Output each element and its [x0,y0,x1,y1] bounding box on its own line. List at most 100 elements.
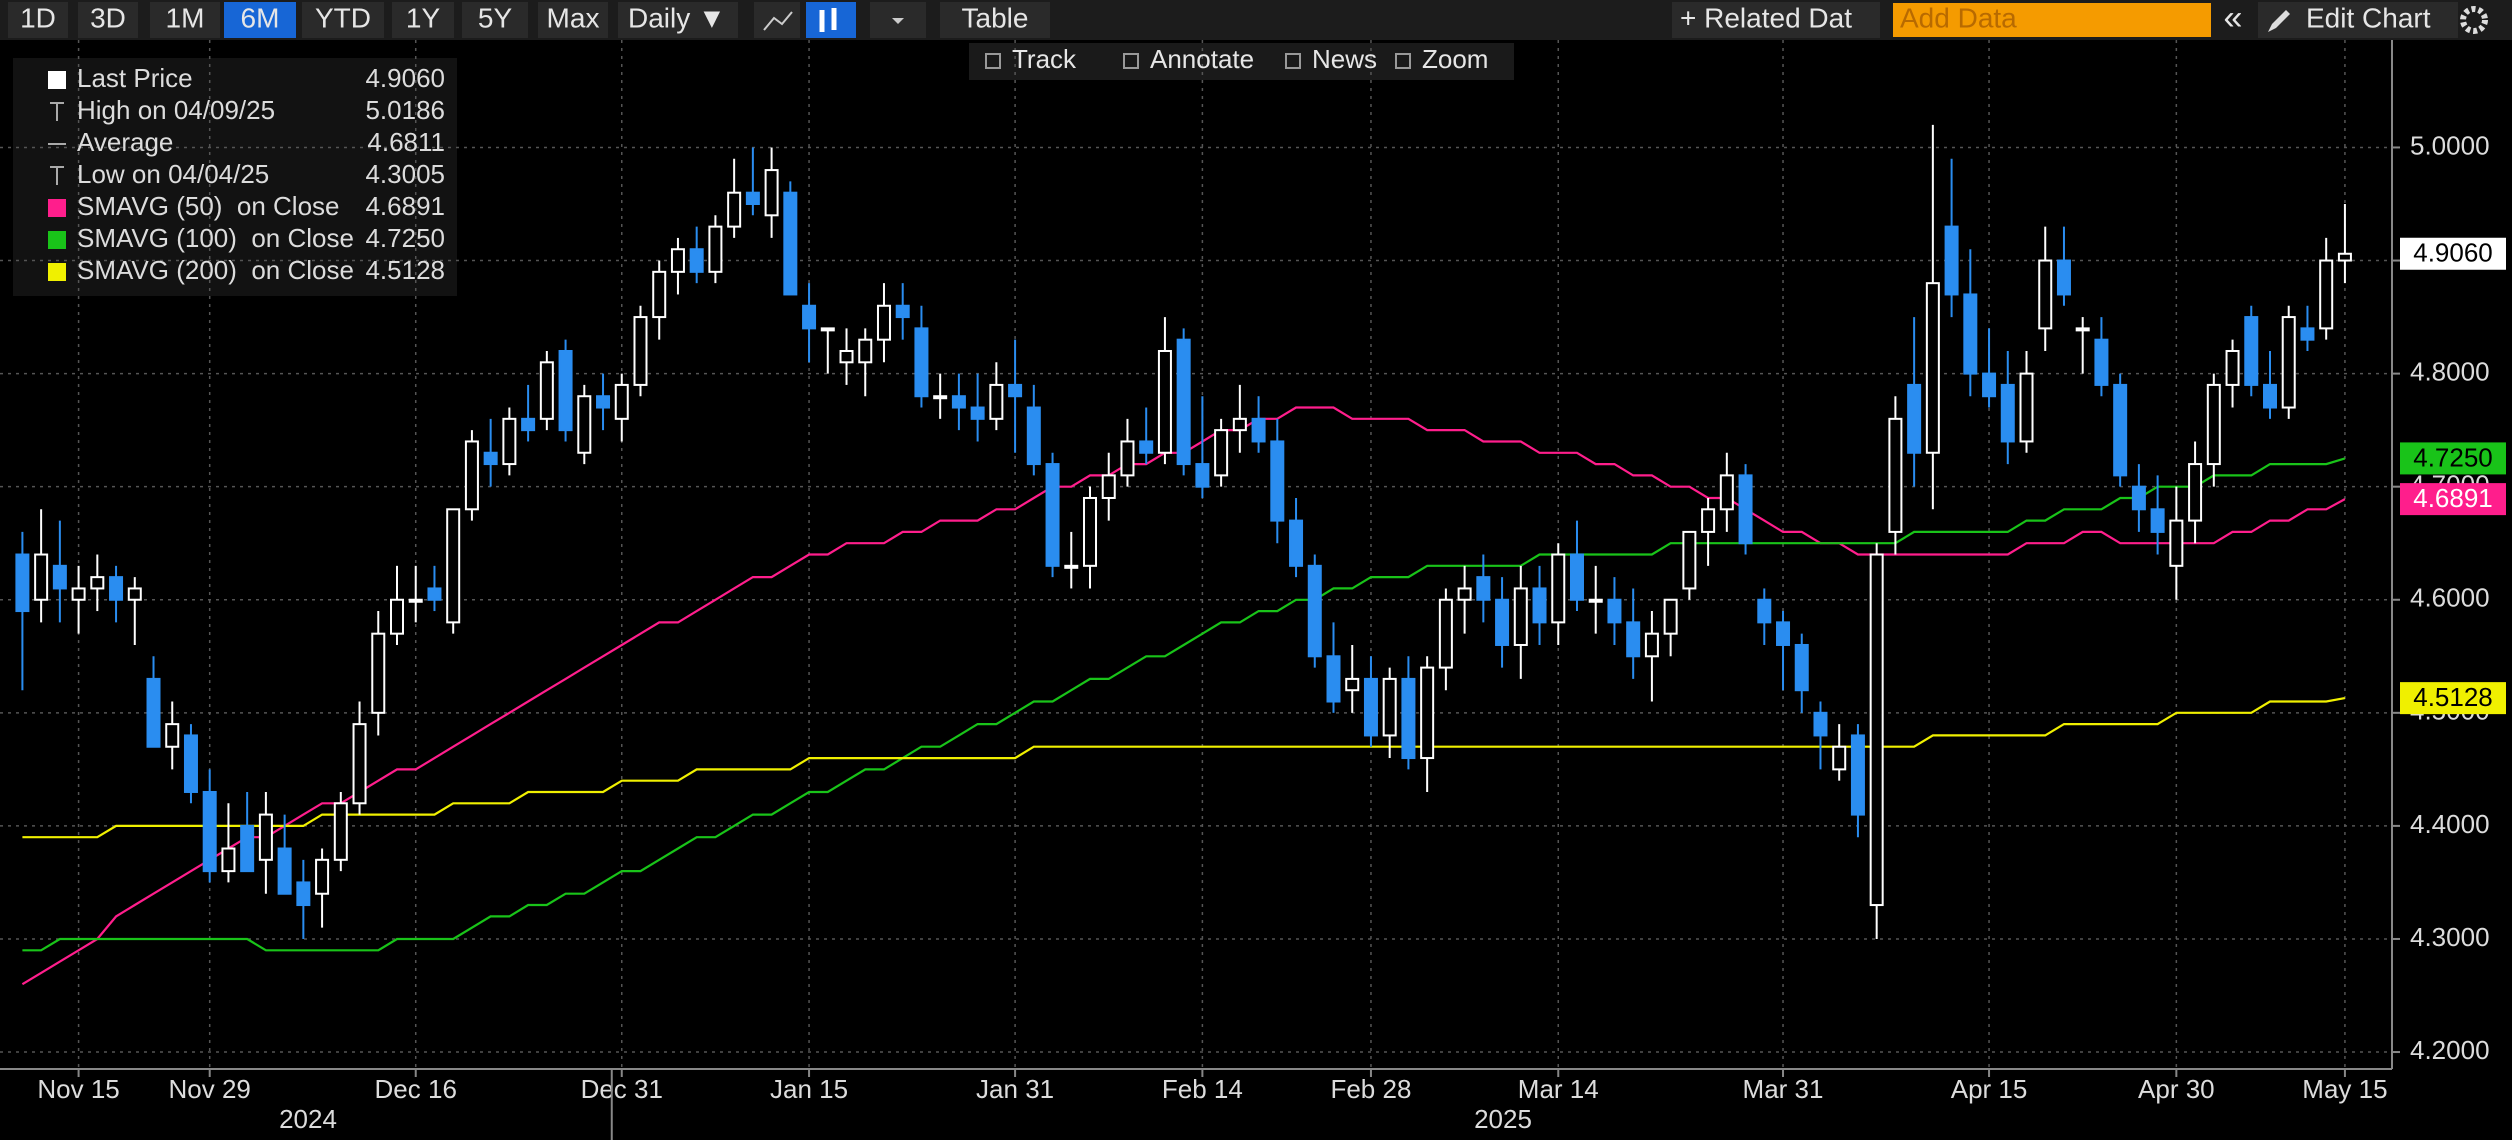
legend-label: Average [77,127,173,157]
legend-swatch [48,231,66,249]
candle-body [1495,598,1510,646]
range-button[interactable] [78,2,138,38]
candle-body [1476,576,1491,601]
frequency-label[interactable]: Daily ▼ [628,2,726,33]
edit-label[interactable]: Edit Chart [2306,2,2431,33]
range-button[interactable] [150,2,220,38]
candle-body [183,734,198,793]
candle-body [1794,643,1809,692]
candle-body [1307,564,1322,658]
candle-body [371,632,386,714]
candle-body [258,813,273,861]
candle-body [1438,598,1453,669]
candle-body [1195,463,1210,488]
candle-body [90,576,105,590]
x-tick-label: Feb 14 [1162,1074,1243,1104]
range-label[interactable]: 1D [20,2,56,33]
candle-body [1026,406,1041,466]
gear-icon[interactable] [2460,6,2488,34]
x-tick-label: Mar 14 [1518,1074,1599,1104]
legend-value: 4.3005 [365,159,445,189]
candle-body [1963,293,1978,375]
candle-body [895,304,910,319]
candle-body [15,553,30,613]
candle-body [1532,587,1547,624]
range-button[interactable] [462,2,528,38]
related-label[interactable]: + Related Dat [1680,2,1852,33]
candle-body [127,587,142,601]
collapse-icon[interactable]: « [2224,0,2243,37]
range-label[interactable]: YTD [315,2,371,33]
candle-body [2206,383,2221,466]
candle-body [52,564,67,590]
range-button[interactable] [224,2,296,38]
legend-swatch [48,71,66,89]
legend-value: 5.0186 [365,95,445,125]
x-tick-label: Feb 28 [1330,1074,1411,1104]
frequency-button[interactable] [618,2,738,38]
related-button[interactable] [1672,2,1880,38]
range-label[interactable]: 5Y [478,2,513,33]
tool-label[interactable]: News [1312,44,1377,74]
range-label[interactable]: 6M [241,2,280,33]
line-icon [763,11,793,31]
candle-body [1757,598,1772,624]
candle-body [2169,519,2184,567]
table-button[interactable] [940,2,1050,38]
pencil-icon [2268,10,2290,32]
candle-body [1083,496,1098,567]
tool-label[interactable]: Track [1012,44,1077,74]
candle-icon-button[interactable] [806,2,856,38]
candle-body [1832,745,1847,771]
candle-body [1139,440,1154,454]
range-label[interactable]: 3D [90,2,126,33]
candle-body [2113,383,2128,477]
candle-body [2038,259,2053,330]
tool-label[interactable]: Zoom [1422,44,1488,74]
candle-body [539,361,554,420]
candle-body [670,248,685,273]
candle-body [296,881,311,907]
range-button[interactable] [392,2,454,38]
candle-body [1008,383,1023,398]
tool-label[interactable]: Annotate [1150,44,1254,74]
range-button[interactable] [8,2,68,38]
add-data-placeholder[interactable]: Add Data [1900,2,2017,33]
edit-button[interactable] [2258,2,2458,38]
add-data-input[interactable] [1893,3,2211,37]
candle-body [1944,225,1959,296]
range-button[interactable] [302,2,384,38]
candle-icon [819,8,837,32]
y-tick-label: 4.8000 [2410,356,2490,386]
candle-body [1982,372,1997,398]
legend-icon [50,166,64,185]
candle-body [1326,655,1341,703]
range-label[interactable]: 1M [166,2,205,33]
tool-icon[interactable] [1395,53,1411,69]
candle-body [727,191,742,228]
candle-body [2319,259,2334,330]
range-button[interactable] [538,2,608,38]
candle-body [1045,463,1060,567]
tool-icon[interactable] [1285,53,1301,69]
candle-body [745,191,760,206]
candle-body [1120,440,1135,477]
candle-body [1663,598,1678,635]
candle-body [464,440,479,511]
candle-body [1551,553,1566,624]
candle-body [2094,338,2109,386]
candle-body [1813,711,1828,737]
candle-body [2263,383,2277,409]
candle-body [109,576,124,601]
candle-body [614,383,629,420]
tool-icon[interactable] [1123,53,1139,69]
value-tag [2400,442,2506,475]
range-label[interactable]: Max [547,2,600,33]
range-label[interactable]: 1Y [406,2,441,33]
candle-body [1626,621,1641,658]
tool-icon[interactable] [985,53,1001,69]
candle-body [1850,734,1865,816]
table-label[interactable]: Table [962,2,1029,33]
candle-body [502,417,517,466]
